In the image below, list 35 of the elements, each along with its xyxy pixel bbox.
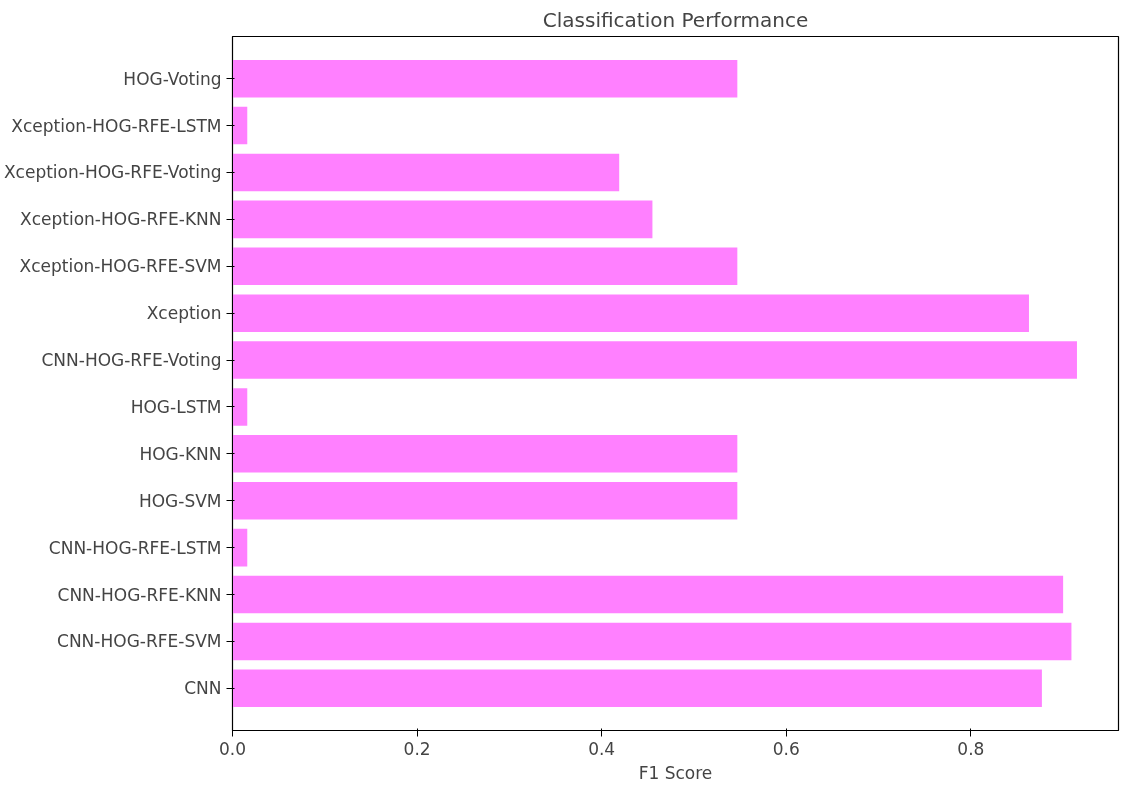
bar bbox=[232, 669, 1042, 708]
y-tick-label: HOG-LSTM bbox=[130, 396, 222, 417]
bar bbox=[232, 622, 1072, 661]
bar bbox=[232, 153, 620, 192]
bar bbox=[232, 294, 1029, 332]
y-tick-label: CNN-HOG-RFE-Voting bbox=[41, 350, 222, 371]
bar bbox=[232, 106, 248, 145]
y-tick-label: Xception-HOG-RFE-LSTM bbox=[11, 115, 222, 136]
y-tick-label: HOG-SVM bbox=[138, 490, 222, 511]
y-tick-label: CNN-HOG-RFE-KNN bbox=[57, 584, 222, 605]
y-tick-label: CNN-HOG-RFE-LSTM bbox=[48, 537, 222, 558]
bar bbox=[232, 481, 738, 520]
x-tick-label: 0.8 bbox=[957, 738, 985, 759]
bar bbox=[232, 575, 1064, 614]
x-tick-label: 0.2 bbox=[403, 738, 431, 759]
y-tick-label: CNN bbox=[184, 678, 222, 699]
bar bbox=[232, 341, 1077, 379]
y-tick-label: CNN-HOG-RFE-SVM bbox=[57, 631, 222, 652]
x-axis-title: F1 Score bbox=[638, 762, 713, 783]
y-tick-label: Xception-HOG-RFE-Voting bbox=[3, 162, 222, 183]
y-tick-label: Xception-HOG-RFE-SVM bbox=[19, 256, 222, 277]
y-tick-label: HOG-Voting bbox=[123, 68, 222, 89]
y-tick-label: Xception bbox=[146, 303, 222, 324]
bar bbox=[232, 435, 738, 473]
x-tick-label: 0.4 bbox=[588, 738, 616, 759]
bar bbox=[232, 200, 653, 239]
y-tick-label: HOG-KNN bbox=[139, 443, 222, 464]
x-tick-label: 0.0 bbox=[218, 738, 247, 759]
bar bbox=[232, 388, 248, 426]
chart-title: Classification Performance bbox=[542, 7, 809, 32]
bar bbox=[232, 59, 738, 98]
y-tick-label: Xception-HOG-RFE-KNN bbox=[20, 209, 222, 230]
bar bbox=[232, 247, 738, 286]
bar bbox=[232, 528, 248, 567]
x-tick-label: 0.6 bbox=[772, 738, 800, 759]
